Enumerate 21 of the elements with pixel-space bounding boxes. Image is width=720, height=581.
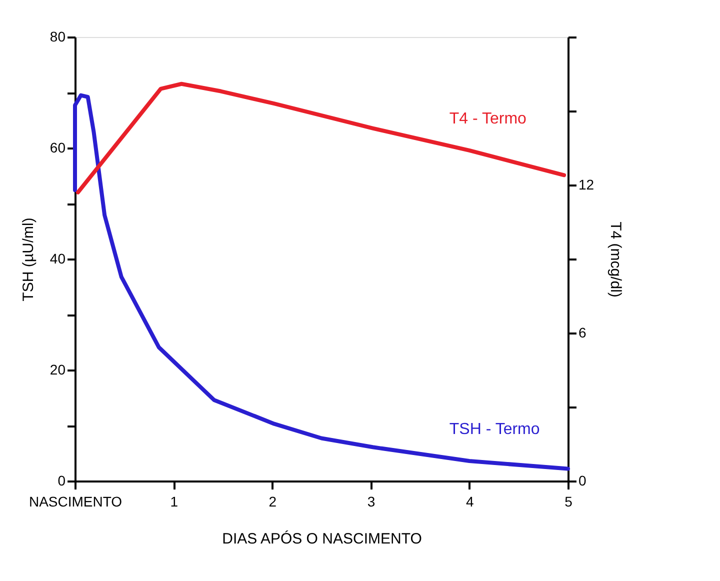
x-axis-title: DIAS APÓS O NASCIMENTO xyxy=(222,530,422,548)
x-tick-label: 5 xyxy=(564,494,573,510)
y-tick-label: 40 xyxy=(50,250,66,266)
series-label: TSH - Termo xyxy=(449,421,540,438)
series-label: T4 - Termo xyxy=(449,110,527,128)
x-tick-label: 1 xyxy=(170,494,178,510)
x-tick-label: 3 xyxy=(367,494,376,510)
y-tick-label: 60 xyxy=(50,140,66,156)
x-tick-label: 4 xyxy=(466,494,474,510)
x-tick-label: 2 xyxy=(268,494,277,510)
y2-tick-label: 0 xyxy=(578,472,586,488)
y2-axis-title: T4 (mcg/dl) xyxy=(607,222,624,298)
y2-tick-label: 12 xyxy=(578,176,594,192)
line-series xyxy=(76,82,566,194)
x-tick-label: NASCIMENTO xyxy=(28,494,122,510)
y-axis-title: TSH (µU/ml) xyxy=(20,218,37,302)
y-tick-label: 20 xyxy=(50,362,66,378)
y-tick-label: 0 xyxy=(58,472,66,488)
line-series xyxy=(73,93,570,471)
y-tick-label: 80 xyxy=(50,28,66,44)
y2-tick-label: 6 xyxy=(578,324,586,340)
